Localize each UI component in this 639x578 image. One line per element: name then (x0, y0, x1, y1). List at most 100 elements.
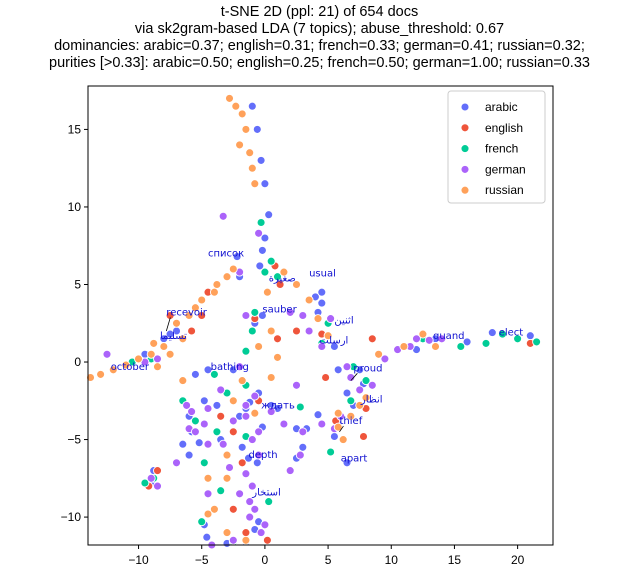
point-russian (323, 331, 333, 341)
legend-marker-english (460, 123, 470, 133)
annotations-layer: список صغيرة usual sauber recevoir اثنين تسليم… (111, 249, 524, 499)
point-french (481, 338, 491, 348)
annotation-label: sauber (262, 304, 297, 315)
point-arabic (178, 439, 188, 449)
annotation-label: انظار (360, 394, 383, 405)
point-german (228, 416, 238, 426)
point-german (292, 380, 301, 390)
point-russian (346, 411, 356, 421)
annotation-arrow (350, 373, 358, 381)
point-arabic (317, 298, 327, 308)
point-german (203, 404, 213, 413)
point-german (250, 504, 260, 514)
annotation-label: recevoir (166, 308, 208, 319)
point-german (241, 469, 251, 479)
point-arabic (194, 438, 204, 448)
annotation-label: apart (341, 453, 368, 464)
annotation-label: bathing (211, 362, 249, 373)
point-arabic (260, 233, 270, 243)
point-german (317, 419, 327, 429)
legend-label-arabic: arabic (485, 100, 518, 114)
point-russian (399, 342, 409, 351)
point-arabic (202, 532, 212, 542)
annotation-label: список (208, 249, 244, 260)
point-german (346, 373, 356, 382)
point-arabic (342, 458, 352, 468)
annotation-label: تسليما (160, 331, 187, 342)
points-layer (86, 93, 542, 550)
point-french (295, 402, 305, 412)
point-arabic (317, 287, 327, 297)
point-french (513, 334, 523, 344)
point-arabic (260, 179, 270, 189)
point-english (359, 432, 368, 441)
point-french (199, 458, 209, 468)
point-german (203, 439, 213, 449)
y-tick-label: −10 (61, 510, 82, 524)
point-arabic (237, 442, 247, 452)
point-german (412, 334, 421, 344)
point-russian (431, 342, 440, 351)
point-russian (418, 329, 428, 339)
point-arabic (252, 124, 262, 134)
point-german (218, 439, 228, 449)
point-french (241, 346, 251, 356)
point-arabic (298, 442, 308, 452)
point-russian (247, 163, 257, 173)
y-tick-label: −5 (67, 433, 81, 447)
point-russian (178, 334, 188, 344)
point-english (275, 280, 285, 289)
point-german (285, 307, 295, 317)
point-russian (266, 373, 276, 382)
point-arabic (184, 450, 194, 460)
annotation-arrow (339, 425, 344, 433)
point-french (273, 272, 282, 282)
point-arabic (313, 410, 323, 420)
annotation-label: proud (353, 363, 382, 374)
point-russian (184, 311, 194, 320)
point-french (247, 326, 257, 336)
point-arabic (462, 337, 472, 347)
point-german (317, 342, 327, 351)
point-german (228, 535, 238, 545)
point-french (264, 497, 274, 507)
point-german (245, 512, 255, 522)
point-french (456, 342, 466, 351)
title-line-4: purities [>0.33]: arabic=0.50; english=0… (49, 55, 590, 71)
point-english (292, 326, 301, 336)
annotation-label: استخار (251, 487, 281, 498)
point-german (342, 362, 352, 372)
point-arabic (247, 101, 257, 111)
point-german (146, 473, 156, 483)
point-french (197, 517, 207, 527)
point-russian (333, 408, 343, 418)
point-german (380, 354, 390, 364)
x-tick-label: 0 (262, 553, 269, 567)
point-german (247, 481, 257, 491)
point-english (187, 326, 197, 336)
legend-label-german: german (485, 162, 526, 176)
point-russian (304, 295, 314, 305)
x-tick-label: 20 (511, 553, 525, 567)
point-french (361, 376, 371, 386)
point-german (326, 314, 336, 324)
point-german (241, 400, 251, 410)
point-english (241, 528, 251, 538)
y-tick-label: 0 (74, 355, 81, 369)
point-german (254, 228, 264, 238)
point-russian (209, 504, 219, 514)
x-tick-label: 5 (325, 553, 332, 567)
series-russian (86, 93, 440, 545)
point-arabic (329, 342, 339, 351)
point-german (295, 450, 305, 460)
point-russian (361, 393, 371, 403)
point-german (424, 335, 434, 345)
point-german (216, 385, 226, 395)
legend-marker-german (460, 164, 470, 174)
point-french (498, 329, 507, 339)
point-arabic (487, 328, 497, 338)
point-russian (374, 349, 384, 359)
point-english (228, 427, 238, 437)
point-french (266, 256, 276, 266)
axes-layer: −10 −5 0 5 10 15 20 −10 −5 0 5 10 15 (61, 122, 525, 567)
